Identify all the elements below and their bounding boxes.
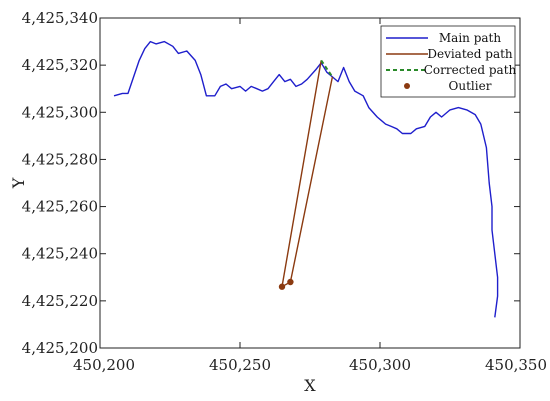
y-tick-label: 4,425,200 — [22, 339, 98, 357]
tick-labels: 450,200 450,250 450,300 450,350 4,425,200 4,4… — [22, 9, 547, 374]
x-tick-label: 450,200 — [73, 356, 135, 374]
x-axis-title: X — [304, 376, 316, 395]
legend-label-outlier: Outlier — [449, 79, 492, 93]
legend-label-corrected-path: Corrected path — [424, 63, 517, 77]
series-layer — [113, 40, 499, 318]
y-axis-title: Y — [9, 177, 28, 189]
main-path-line — [113, 40, 499, 318]
y-tick-label: 4,425,280 — [22, 150, 98, 168]
legend-label-main-path: Main path — [439, 31, 501, 45]
y-tick-label: 4,425,320 — [22, 56, 98, 74]
x-tick-label: 450,250 — [209, 356, 271, 374]
y-tick-label: 4,425,260 — [22, 198, 98, 216]
deviated-path-line — [281, 60, 334, 288]
y-tick-label: 4,425,340 — [22, 9, 98, 27]
y-tick-label: 4,425,300 — [22, 103, 98, 121]
x-tick-label: 450,300 — [349, 356, 411, 374]
y-tick-label: 4,425,240 — [22, 245, 98, 263]
legend-swatch-outlier — [404, 83, 410, 89]
outlier-point — [287, 278, 294, 286]
outlier-point — [278, 283, 286, 290]
legend: Main path Deviated path Corrected path Outl… — [380, 25, 517, 98]
x-tick-label: 450,350 — [485, 356, 547, 374]
ticks — [99, 17, 521, 349]
legend-label-deviated-path: Deviated path — [427, 47, 513, 61]
y-tick-label: 4,425,220 — [22, 292, 98, 310]
corrected-path-line — [320, 59, 334, 78]
plot-frame — [99, 17, 521, 349]
